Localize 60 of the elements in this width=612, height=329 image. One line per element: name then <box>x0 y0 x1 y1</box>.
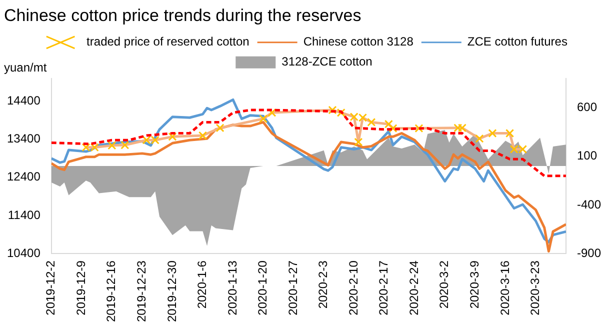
point <box>120 140 130 150</box>
y-axis-title: yuan/mt <box>4 60 48 75</box>
chart-title: Chinese cotton price trends during the reserves <box>4 6 362 25</box>
point <box>454 124 462 132</box>
legend-label: ZCE cotton futures <box>467 34 568 49</box>
y2-tick-label: 600 <box>576 100 598 114</box>
y2-tick-label: -400 <box>576 197 602 212</box>
point <box>268 108 276 117</box>
point <box>388 124 398 133</box>
point <box>142 136 151 144</box>
point <box>367 118 376 126</box>
point <box>198 131 208 140</box>
point <box>90 143 99 152</box>
x-tick-label: 2019-12-30 <box>164 260 179 322</box>
x-tick-label: 2020-1-13 <box>225 260 240 316</box>
x-tick-label: 2020-2-17 <box>376 260 391 316</box>
x-tick-label: 2019-12-23 <box>134 260 148 322</box>
x-tick-label: 2020-2-24 <box>406 260 421 316</box>
point <box>336 108 346 117</box>
point <box>350 112 358 122</box>
y-tick-label: 12400 <box>6 170 41 184</box>
point <box>150 136 160 144</box>
point <box>82 143 90 152</box>
point <box>108 141 116 150</box>
point <box>458 124 466 132</box>
legend-label: 3128-ZCE cotton <box>282 54 372 69</box>
x-tick-label: 2020-1-20 <box>256 260 270 316</box>
x-tick-label: 2020-2-3 <box>316 260 330 309</box>
point <box>258 114 268 124</box>
point <box>488 128 497 138</box>
point <box>168 132 177 141</box>
point <box>358 113 368 122</box>
y2-tick-label: 100 <box>576 148 598 163</box>
x-tick-label: 2020-3-16 <box>498 260 512 316</box>
x-tick-label: 2019-12-2 <box>44 260 58 316</box>
x-tick-label: 2020-3-23 <box>528 260 542 316</box>
point <box>328 106 337 114</box>
x-tick-label: 2020-3-9 <box>467 260 482 309</box>
point <box>354 138 363 146</box>
point <box>505 128 514 138</box>
point <box>510 144 518 154</box>
x-tick-label: 2020-1-6 <box>195 260 210 309</box>
legend-label: traded price of reserved cotton <box>86 34 250 49</box>
x-tick-label: 2020-1-27 <box>286 260 300 316</box>
point <box>384 120 393 128</box>
y2-tick-label: -900 <box>576 246 602 260</box>
x-tick-label: 2019-12-9 <box>74 260 88 316</box>
point <box>414 124 424 133</box>
point <box>475 134 484 143</box>
point <box>518 144 528 154</box>
y-tick-label: 11400 <box>8 208 41 222</box>
y-tick-label: 10400 <box>6 246 41 260</box>
y-tick-label: 14400 <box>6 94 41 108</box>
point <box>216 124 224 132</box>
x-tick-label: 2020-2-10 <box>346 260 360 316</box>
legend-label: Chinese cotton 3128 <box>303 34 414 49</box>
x-tick-label: 2019-12-16 <box>104 260 118 322</box>
y-tick-label: 13400 <box>6 132 41 146</box>
x-tick-label: 2020-3-2 <box>437 260 452 309</box>
line-series <box>51 108 566 178</box>
